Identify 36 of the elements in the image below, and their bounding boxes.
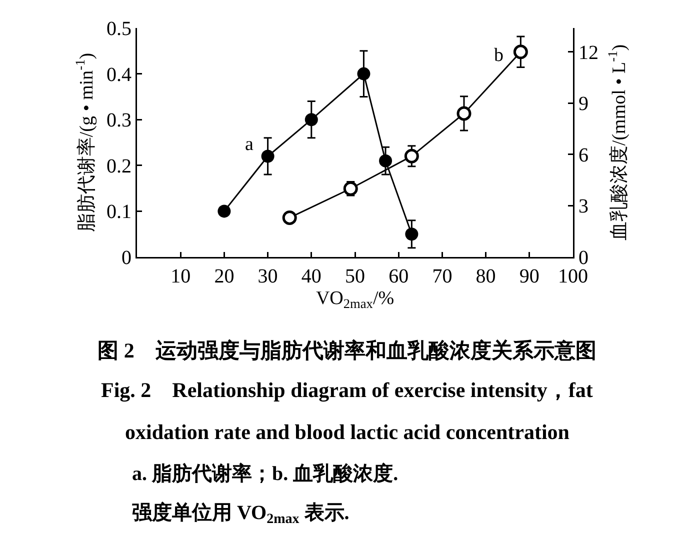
point [357, 67, 370, 80]
y2-tick-label: 12 [578, 42, 598, 64]
point [261, 150, 274, 163]
text: a. 脂肪代谢率；b. 血乳酸浓度. [132, 462, 398, 485]
y-tick-label: 0.5 [106, 18, 132, 40]
x-tick-label: 30 [258, 266, 278, 288]
y-tick-label: 0.3 [106, 110, 132, 132]
text: 强度单位用 VO$_{2max}$ 表示. [132, 501, 350, 528]
point [379, 154, 392, 168]
point [405, 228, 418, 241]
point [218, 204, 231, 218]
text: 图 2 运动强度与脂肪代谢率和血乳酸浓度关系示意图 [98, 338, 596, 362]
y2-tick-label: 6 [578, 144, 588, 166]
x-tick-label: 40 [301, 266, 322, 288]
x-tick-label: 90 [519, 266, 540, 288]
y-tick-label: 0 [122, 247, 132, 269]
x-axis-title: VO$_{2max}$/% [316, 288, 394, 312]
x-tick-label: 70 [432, 266, 452, 288]
point [456, 106, 472, 121]
point [404, 148, 419, 164]
point [304, 113, 318, 126]
y2-tick-label: 3 [578, 196, 588, 218]
x-tick-label: 10 [170, 266, 191, 288]
x-tick-label: 20 [214, 266, 234, 288]
x-tick-label: 80 [476, 266, 496, 288]
point [282, 210, 297, 225]
text: Fig. 2 Relationship diagram of exercise intensity，fat oxidation rate and blood lactic acid concentration [101, 378, 593, 444]
y-tick-label: 0.2 [106, 155, 132, 178]
x-tick-label: 50 [345, 266, 365, 288]
point [513, 44, 528, 60]
y2-tick-label: 9 [578, 93, 588, 116]
series-label: a [245, 134, 254, 155]
series-label: b [494, 45, 504, 66]
y-tick-label: 0.4 [106, 64, 132, 86]
y-tick-label: 0.1 [106, 201, 132, 224]
x-tick-label: 60 [388, 266, 409, 288]
